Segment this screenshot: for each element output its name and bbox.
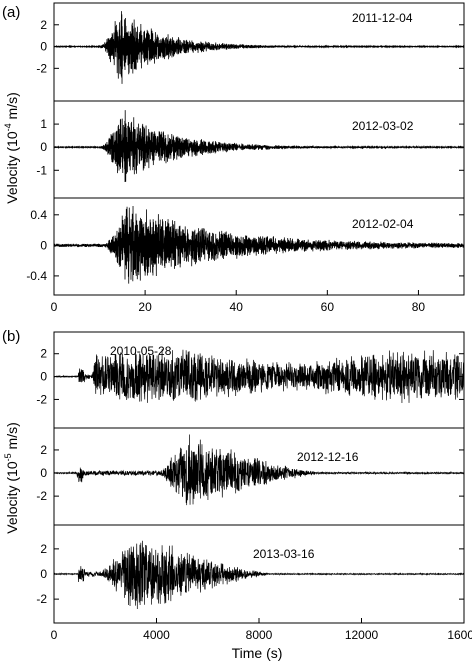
y-tick-label: -0.4 bbox=[26, 269, 47, 283]
x-tick-label: 4000 bbox=[143, 628, 170, 642]
panel-a: (a) Velocity (10-4 m/s) -2 0 2 2011-12-04 -… bbox=[2, 2, 465, 314]
y-tick-label: 2 bbox=[40, 443, 47, 457]
y-tick-label: 0 bbox=[40, 40, 47, 54]
y-tick-label: 2 bbox=[40, 347, 47, 361]
x-tick-label: 0 bbox=[51, 300, 58, 314]
panel-label-b: (b) bbox=[2, 328, 20, 345]
waveform-trace bbox=[53, 11, 465, 84]
subplot-2010-05-28: -2 0 2 2010-05-28 bbox=[36, 331, 465, 429]
subplot-2012-03-02: -1 0 1 2012-03-02 bbox=[36, 100, 465, 199]
y-tick-label: -2 bbox=[36, 592, 47, 606]
x-tick-label: 60 bbox=[321, 300, 335, 314]
ylabel-b-part-2: m/s) bbox=[4, 422, 20, 453]
panel-b: (b) Velocity (10-5 m/s) -2 0 2 2010-05-28 -… bbox=[2, 328, 472, 661]
ylabel-a: Velocity (10-4 m/s) bbox=[3, 92, 20, 204]
subplot-2011-12-04: -2 0 2 2011-12-04 bbox=[36, 2, 465, 102]
date-label: 2011-12-04 bbox=[352, 11, 413, 25]
y-tick-label: -2 bbox=[36, 392, 47, 406]
date-label: 2012-02-04 bbox=[352, 217, 414, 231]
y-tick-label: 0 bbox=[40, 238, 47, 252]
x-tick-label: 16000 bbox=[447, 628, 472, 642]
panel-label-a: (a) bbox=[2, 4, 20, 21]
y-tick-label: -2 bbox=[36, 61, 47, 75]
x-tick-label: 0 bbox=[51, 628, 58, 642]
waveform-trace bbox=[53, 349, 465, 404]
x-tick-label: 8000 bbox=[246, 628, 273, 642]
y-tick-label: 0.4 bbox=[30, 208, 47, 222]
x-tick-label: 40 bbox=[230, 300, 244, 314]
y-tick-label: 0 bbox=[40, 466, 47, 480]
x-tick-label: 20 bbox=[138, 300, 152, 314]
date-label: 2010-05-28 bbox=[110, 344, 172, 358]
ylabel-a-part-2: m/s) bbox=[4, 92, 20, 123]
y-tick-label: 2 bbox=[40, 542, 47, 556]
xlabel-b: Time (s) bbox=[232, 645, 283, 661]
subplot-2013-03-16: -2 0 2 2013-03-16 bbox=[36, 524, 465, 624]
y-tick-label: 0 bbox=[40, 567, 47, 581]
y-tick-label: 2 bbox=[40, 18, 47, 32]
x-tick-label: 12000 bbox=[345, 628, 379, 642]
date-label: 2012-03-02 bbox=[352, 119, 414, 133]
y-tick-label: 0 bbox=[40, 370, 47, 384]
y-tick-label: 0 bbox=[40, 140, 47, 154]
ylabel-b-exponent: -5 bbox=[3, 453, 13, 461]
ylabel-b-part-1: Velocity (10 bbox=[4, 461, 20, 534]
waveform-trace bbox=[53, 205, 465, 284]
x-axis-a: 0 20 40 60 80 bbox=[51, 290, 426, 314]
ylabel-b: Velocity (10-5 m/s) bbox=[3, 422, 20, 534]
y-tick-label: -2 bbox=[36, 489, 47, 503]
subplot-2012-12-16: -2 0 2 2012-12-16 bbox=[36, 427, 465, 526]
waveform-trace bbox=[53, 110, 465, 183]
y-tick-label: -1 bbox=[36, 163, 47, 177]
subplot-2012-02-04: -0.4 0 0.4 2012-02-04 bbox=[26, 197, 465, 296]
x-tick-label: 80 bbox=[412, 300, 426, 314]
subplot-frame bbox=[53, 197, 465, 296]
waveform-trace bbox=[53, 434, 465, 506]
y-tick-label: 1 bbox=[40, 117, 47, 131]
waveform-trace bbox=[53, 540, 465, 609]
x-axis-b: 0 4000 8000 12000 16000 bbox=[51, 618, 472, 642]
date-label: 2012-12-16 bbox=[297, 450, 359, 464]
date-label: 2013-03-16 bbox=[253, 547, 315, 561]
ylabel-a-part-1: Velocity (10 bbox=[4, 131, 20, 204]
ylabel-a-exponent: -4 bbox=[3, 123, 13, 131]
